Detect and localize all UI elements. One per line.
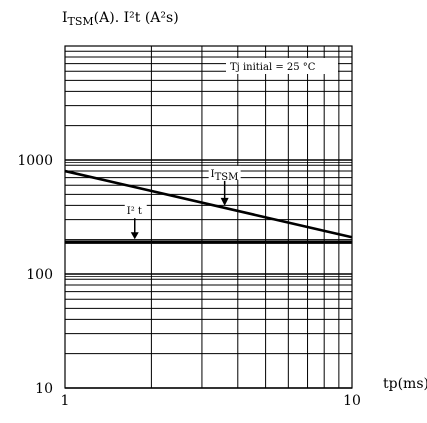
grid	[64, 45, 353, 389]
series-line	[64, 169, 353, 239]
y-tick-label: 10	[35, 381, 53, 397]
plot-frame	[64, 45, 353, 389]
series-layer: ITSM I² t	[64, 165, 353, 244]
x-tick-labels: 1 10	[61, 393, 361, 409]
annotation-background	[226, 58, 338, 74]
series-label-arrowhead	[130, 232, 139, 240]
tj-annotation: Tj initial = 25 °C	[230, 62, 316, 73]
y-tick-label: 100	[26, 267, 53, 283]
series-label: I² t	[127, 206, 142, 217]
y-tick-label: 1000	[17, 153, 53, 169]
series-label-bg	[208, 165, 241, 180]
x-tick-label: 10	[343, 393, 361, 409]
x-tick-label: 1	[61, 393, 70, 409]
y-tick-labels: 10 100 1000	[17, 153, 53, 397]
series-label: ITSM	[211, 169, 239, 183]
series-label-arrowhead	[220, 197, 229, 206]
series-label-bg	[124, 204, 147, 218]
chart-title: ITSM(A). I²t (A²s)	[62, 10, 179, 28]
x-axis-label: tp(ms)	[383, 376, 427, 392]
